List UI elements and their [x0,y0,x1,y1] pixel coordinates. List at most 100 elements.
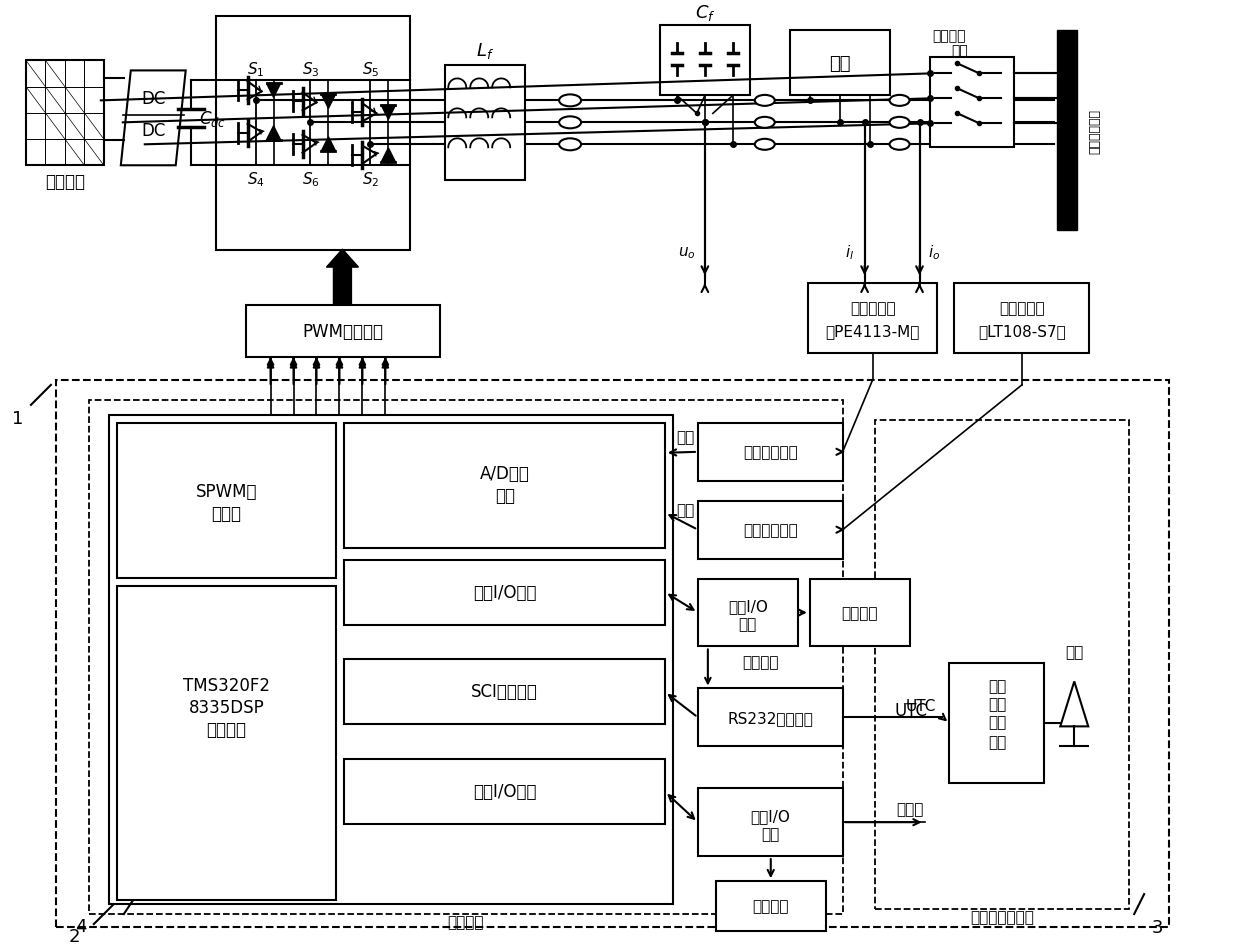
Text: DC: DC [141,90,165,109]
Text: 1: 1 [12,409,24,427]
Text: 2: 2 [68,927,79,945]
Text: 光伏电源: 光伏电源 [45,173,84,191]
Bar [56,381,1169,927]
Bar [660,27,750,96]
Text: （PE4113-M）: （PE4113-M） [826,325,920,339]
Text: 电流采样电路: 电流采样电路 [743,523,797,538]
Bar [89,401,843,914]
Bar [345,424,665,548]
Text: $C_{dc}$: $C_{dc}$ [200,109,226,129]
Text: （LT108-S7）: （LT108-S7） [978,325,1065,339]
Polygon shape [267,85,280,98]
Text: 电流传感器: 电流传感器 [999,301,1044,316]
Text: SPWM生: SPWM生 [196,483,258,500]
Text: $L_f$: $L_f$ [476,41,495,61]
Ellipse shape [559,95,582,108]
Ellipse shape [889,96,909,107]
Polygon shape [382,107,396,120]
Bar [216,16,410,251]
Bar [874,421,1130,909]
Text: 模拟I/O: 模拟I/O [728,599,768,613]
Bar [790,31,889,96]
Bar [930,58,1014,149]
Polygon shape [382,149,396,163]
Ellipse shape [559,139,582,151]
Text: $S_2$: $S_2$ [362,169,379,188]
Text: 电路: 电路 [988,734,1006,749]
Text: 成模块: 成模块 [212,505,242,522]
Bar [698,788,843,856]
Text: DC: DC [141,122,165,140]
Text: $S_4$: $S_4$ [247,169,264,188]
Bar [950,664,1044,783]
Bar [810,579,909,646]
Text: 电压传感器: 电压传感器 [849,301,895,316]
Text: 电路: 电路 [739,616,756,631]
Ellipse shape [755,140,775,150]
Text: 状态输出: 状态输出 [742,654,779,669]
Text: 并网控制: 并网控制 [932,30,966,44]
Text: 报警装置: 报警装置 [753,899,789,914]
Text: $i_o$: $i_o$ [929,244,941,262]
Text: 模拟I/O接口: 模拟I/O接口 [472,583,537,601]
Text: PWM驱动电路: PWM驱动电路 [303,323,383,341]
Text: $S_5$: $S_5$ [362,60,379,79]
Text: 4: 4 [76,917,87,935]
Bar [109,415,673,904]
Bar [698,579,797,646]
Bar [807,284,937,353]
Text: 开关: 开关 [951,45,968,58]
Text: 负荷: 负荷 [828,55,851,73]
Text: 3: 3 [1152,918,1163,936]
Ellipse shape [755,118,775,129]
Ellipse shape [889,140,909,150]
Text: 数字I/O接口: 数字I/O接口 [472,783,537,801]
Polygon shape [321,138,336,151]
Text: 电压: 电压 [676,430,694,445]
Polygon shape [120,71,186,166]
Text: 保护电路: 保护电路 [842,605,878,621]
Bar [698,688,843,746]
Bar [698,501,843,559]
Text: 主控制板: 主控制板 [448,915,484,929]
Text: 秒脉冲: 秒脉冲 [895,801,924,816]
Text: 公共交流母线: 公共交流母线 [1089,109,1101,153]
Text: UTC: UTC [894,702,928,720]
Bar [26,61,104,166]
Text: 模块: 模块 [495,486,515,505]
Text: 接收: 接收 [988,714,1006,729]
Text: $C_f$: $C_f$ [694,3,715,23]
Text: 8335DSP: 8335DSP [188,699,264,717]
Text: RS232通讯电路: RS232通讯电路 [728,710,813,725]
Bar [955,284,1089,353]
Bar [445,67,526,181]
Polygon shape [267,127,280,141]
Polygon shape [321,95,336,109]
Text: SCI通讯接口: SCI通讯接口 [471,683,538,701]
Text: 主控制器: 主控制器 [207,721,247,739]
FancyArrow shape [326,249,358,306]
Text: 无线: 无线 [988,678,1006,693]
Bar [715,882,826,931]
Bar [698,424,843,482]
Text: $S_6$: $S_6$ [301,169,320,188]
Ellipse shape [755,96,775,107]
Text: 电流: 电流 [676,503,694,518]
Text: 无线信号控制板: 无线信号控制板 [970,909,1034,924]
Text: $u_o$: $u_o$ [678,245,696,261]
Text: 电压采样电路: 电压采样电路 [743,445,797,460]
Bar [117,586,336,901]
Text: A/D采样: A/D采样 [480,465,529,483]
Text: $i_l$: $i_l$ [844,244,854,262]
Text: TMS320F2: TMS320F2 [184,677,270,695]
Text: $S_3$: $S_3$ [301,60,319,79]
Bar [345,760,665,824]
Text: 电路: 电路 [761,825,780,841]
Bar [246,306,440,358]
Text: UTC: UTC [905,698,936,713]
Bar [117,424,336,578]
Bar [345,660,665,724]
Text: $S_1$: $S_1$ [247,60,264,79]
Text: 信号: 信号 [988,696,1006,711]
Ellipse shape [559,117,582,129]
